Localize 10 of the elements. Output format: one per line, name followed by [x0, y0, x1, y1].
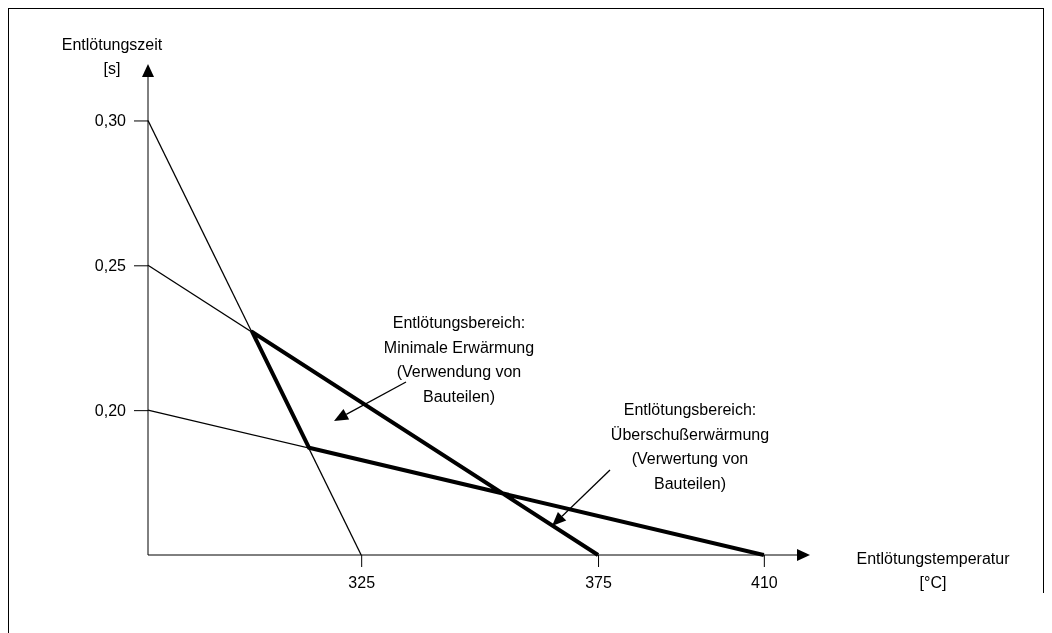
y-tick-label: 0,30 — [94, 112, 127, 130]
x-tick-label: 410 — [750, 574, 778, 592]
y-axis-title: Entlötungszeit [s] — [61, 36, 163, 77]
x-tick-label: 325 — [348, 574, 376, 592]
annotation: Entlötungsbereich: Minimale Erwärmung (Verwendung von Bauteilen) — [383, 314, 535, 405]
y-tick-label: 0,20 — [94, 401, 127, 419]
y-tick-label: 0,25 — [94, 256, 127, 274]
x-axis-title: Entlötungstemperatur [°C] — [856, 550, 1011, 591]
x-tick-label: 375 — [585, 574, 612, 592]
annotation: Entlötungsbereich: Überschußerwärmung (Verwertung von Bauteilen) — [610, 401, 770, 492]
